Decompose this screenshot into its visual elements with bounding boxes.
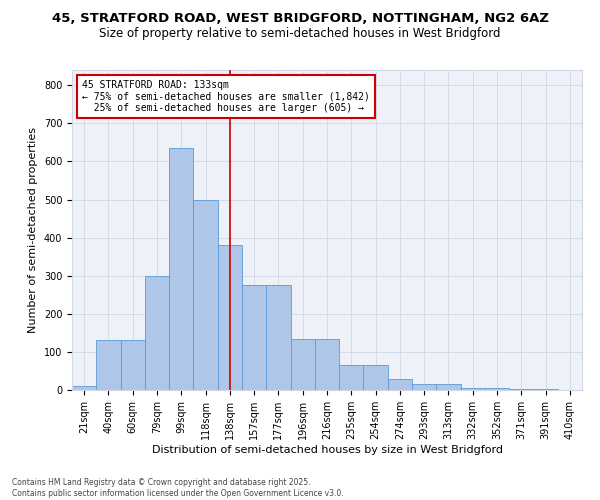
Bar	[290, 338, 315, 390]
Bar	[461, 388, 485, 390]
Bar	[533, 389, 558, 390]
Bar	[315, 338, 339, 390]
Bar	[412, 384, 436, 390]
Bar	[121, 340, 145, 390]
Text: 45, STRATFORD ROAD, WEST BRIDGFORD, NOTTINGHAM, NG2 6AZ: 45, STRATFORD ROAD, WEST BRIDGFORD, NOTT…	[52, 12, 548, 26]
Bar	[339, 365, 364, 390]
Text: Size of property relative to semi-detached houses in West Bridgford: Size of property relative to semi-detach…	[99, 28, 501, 40]
Bar	[436, 384, 461, 390]
Bar	[242, 285, 266, 390]
Bar	[485, 388, 509, 390]
Bar	[193, 200, 218, 390]
Bar	[145, 276, 169, 390]
Text: Contains HM Land Registry data © Crown copyright and database right 2025.
Contai: Contains HM Land Registry data © Crown c…	[12, 478, 344, 498]
Bar	[266, 285, 290, 390]
Y-axis label: Number of semi-detached properties: Number of semi-detached properties	[28, 127, 38, 333]
Bar	[169, 148, 193, 390]
Text: 45 STRATFORD ROAD: 133sqm
← 75% of semi-detached houses are smaller (1,842)
  25: 45 STRATFORD ROAD: 133sqm ← 75% of semi-…	[82, 80, 370, 113]
Bar	[218, 245, 242, 390]
Bar	[96, 340, 121, 390]
Bar	[509, 389, 533, 390]
X-axis label: Distribution of semi-detached houses by size in West Bridgford: Distribution of semi-detached houses by …	[151, 444, 503, 454]
Bar	[72, 386, 96, 390]
Bar	[388, 378, 412, 390]
Bar	[364, 365, 388, 390]
